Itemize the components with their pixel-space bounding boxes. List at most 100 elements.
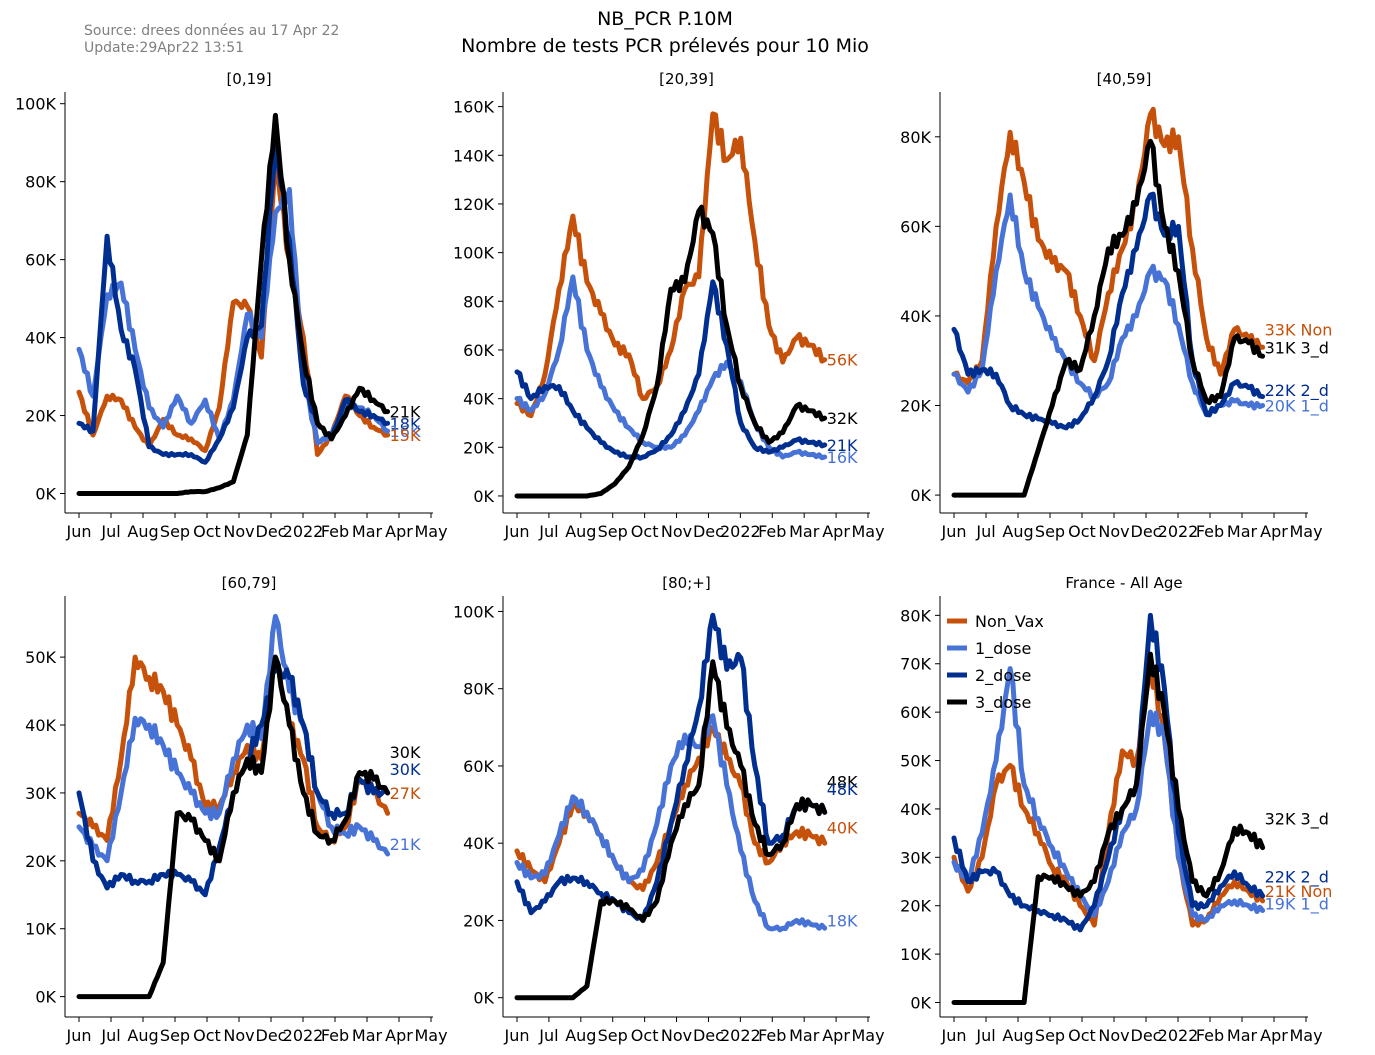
x-tick-label: Aug xyxy=(1002,522,1033,541)
panel-title: France - All Age xyxy=(1065,574,1182,592)
x-tick-label: Feb xyxy=(1196,522,1224,541)
y-tick-label: 140K xyxy=(453,146,495,165)
y-tick-label: 20K xyxy=(25,852,56,871)
x-tick-label: Nov xyxy=(223,1026,254,1045)
x-tick-label: Jun xyxy=(66,522,92,541)
y-tick-label: 20K xyxy=(463,911,494,930)
x-tick-label: Aug xyxy=(127,1026,158,1045)
end-label: 31K 3_d xyxy=(1265,338,1329,358)
legend: Non_Vax 1_dose 2_dose 3_dose xyxy=(947,612,1044,713)
x-tick-label: Aug xyxy=(565,522,596,541)
series-2-dose xyxy=(76,140,391,465)
end-label: 40K xyxy=(827,819,858,838)
x-tick-label: Jul xyxy=(975,1026,995,1045)
x-tick-label: Apr xyxy=(822,1026,850,1045)
end-label: 21K Non xyxy=(1265,882,1333,901)
y-tick-label: 100K xyxy=(15,95,57,114)
series-3-dose xyxy=(951,138,1266,498)
y-tick-label: 0K xyxy=(473,989,494,1008)
y-tick-label: 60K xyxy=(463,341,494,360)
panel-title: [60,79] xyxy=(222,574,277,592)
y-tick-label: 60K xyxy=(463,757,494,776)
update-text: Update:29Apr22 13:51 xyxy=(84,40,244,56)
x-tick-label: Jul xyxy=(100,1026,120,1045)
x-tick-label: Nov xyxy=(661,1026,692,1045)
x-tick-label: Oct xyxy=(1068,522,1096,541)
end-label: 18K xyxy=(390,414,421,433)
end-label: 22K 2_d xyxy=(1265,868,1329,888)
x-tick-label: Apr xyxy=(822,522,850,541)
x-tick-label: Oct xyxy=(193,1026,221,1045)
x-tick-label: Jul xyxy=(975,522,995,541)
x-tick-label: Mar xyxy=(352,1026,383,1045)
y-tick-label: 0K xyxy=(910,486,931,505)
y-tick-label: 60K xyxy=(25,251,56,270)
y-tick-label: 40K xyxy=(900,800,931,819)
y-tick-label: 0K xyxy=(910,993,931,1012)
series-non-vax xyxy=(514,724,828,892)
y-tick-label: 20K xyxy=(900,897,931,916)
x-tick-label: Apr xyxy=(385,1026,413,1045)
end-label: 15K xyxy=(390,426,421,445)
series-2-dose xyxy=(951,191,1266,431)
legend-label: 1_dose xyxy=(975,639,1031,659)
x-tick-label: 2022 xyxy=(720,522,761,541)
y-tick-label: 60K xyxy=(900,703,931,722)
x-tick-label: Nov xyxy=(661,522,692,541)
y-tick-label: 50K xyxy=(900,752,931,771)
panel-title: [20,39] xyxy=(659,70,714,88)
series-non-vax xyxy=(514,111,828,419)
series-3-dose xyxy=(514,204,828,499)
y-tick-label: 80K xyxy=(900,128,931,147)
x-tick-label: Aug xyxy=(1002,1026,1033,1045)
x-tick-label: Aug xyxy=(565,1026,596,1045)
panel-4: [60,79] 0K 10K 20K 30K 40K 50K Jun Jul Aug Sep Oct N… xyxy=(25,574,447,1045)
panel-title: [40,59] xyxy=(1097,70,1152,88)
y-tick-label: 60K xyxy=(900,217,931,236)
x-tick-label: 2022 xyxy=(283,522,324,541)
x-tick-label: Feb xyxy=(758,522,786,541)
x-tick-label: Feb xyxy=(1196,1026,1224,1045)
x-tick-label: Sep xyxy=(1035,1026,1065,1045)
x-tick-label: Dec xyxy=(1131,522,1162,541)
panel-title: [80;+] xyxy=(662,574,710,592)
y-tick-label: 80K xyxy=(25,173,56,192)
y-tick-label: 30K xyxy=(25,784,56,803)
x-tick-label: Jun xyxy=(941,522,967,541)
end-label: 33K Non xyxy=(1265,320,1333,339)
series-1-dose xyxy=(514,713,828,933)
end-label: 30K xyxy=(390,743,421,762)
x-tick-label: 2022 xyxy=(1158,1026,1199,1045)
series-non-vax xyxy=(951,106,1266,386)
x-tick-label: Sep xyxy=(160,522,190,541)
end-label: 32K 3_d xyxy=(1265,810,1329,830)
end-label: 32K xyxy=(827,409,858,428)
x-tick-label: Dec xyxy=(693,522,724,541)
series-2-dose xyxy=(514,279,828,461)
x-tick-label: Feb xyxy=(321,1026,349,1045)
y-tick-label: 0K xyxy=(35,485,56,504)
x-tick-label: May xyxy=(414,522,447,541)
end-label: 22K 2_d xyxy=(1265,381,1329,401)
y-tick-label: 40K xyxy=(463,834,494,853)
end-label: 21K xyxy=(390,835,421,854)
y-tick-label: 20K xyxy=(25,407,56,426)
x-tick-label: Sep xyxy=(598,1026,628,1045)
x-tick-label: Dec xyxy=(1131,1026,1162,1045)
y-tick-label: 40K xyxy=(25,716,56,735)
y-tick-label: 50K xyxy=(25,648,56,667)
end-label: 16K xyxy=(827,448,858,467)
x-tick-label: Oct xyxy=(631,522,659,541)
y-tick-label: 0K xyxy=(473,487,494,506)
legend-label: 2_dose xyxy=(975,666,1031,686)
x-tick-label: Mar xyxy=(352,522,383,541)
x-tick-label: Feb xyxy=(758,1026,786,1045)
y-tick-label: 40K xyxy=(463,390,494,409)
x-tick-label: Jun xyxy=(504,1026,530,1045)
x-tick-label: May xyxy=(1289,1026,1322,1045)
x-tick-label: Sep xyxy=(160,1026,190,1045)
end-label: 30K xyxy=(390,760,421,779)
legend-label: Non_Vax xyxy=(975,612,1044,632)
x-tick-label: Jul xyxy=(538,1026,558,1045)
